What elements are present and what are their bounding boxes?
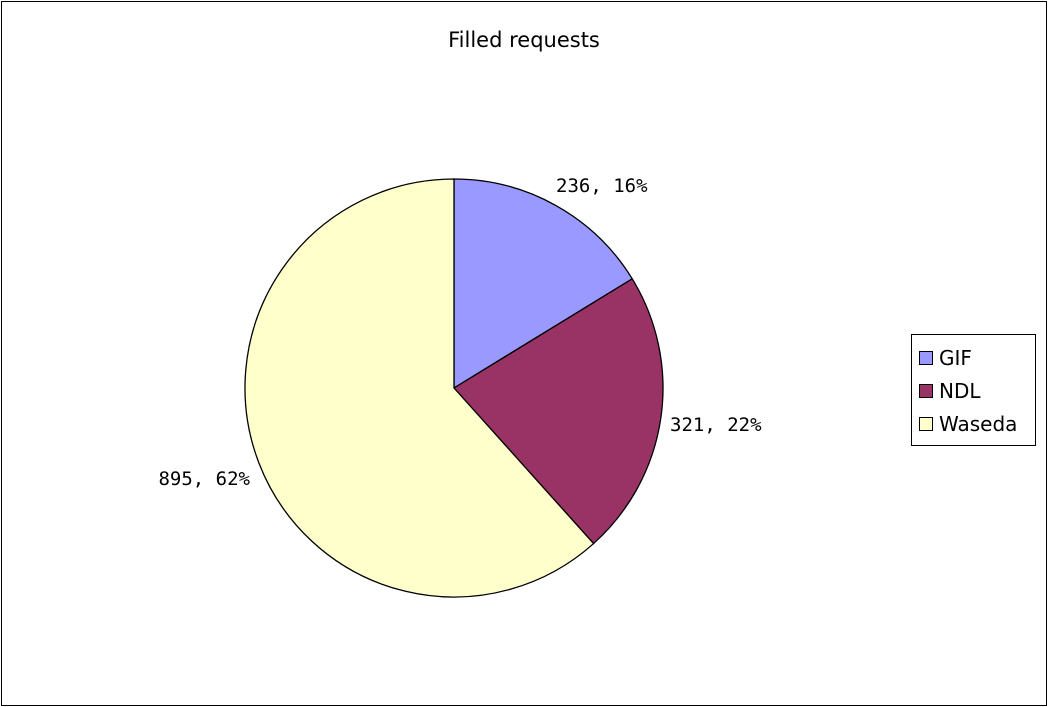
chart-title: Filled requests <box>448 28 600 52</box>
data-label-ndl: 321, 22% <box>670 414 762 436</box>
legend-swatch-waseda <box>919 416 933 431</box>
legend-item-waseda: Waseda <box>912 407 1035 440</box>
legend-label-gif: GIF <box>939 345 972 370</box>
pie-slice-gif <box>453 178 634 390</box>
legend: GIF NDL Waseda <box>911 334 1036 446</box>
legend-swatch-gif <box>919 350 933 365</box>
pie-slice-ndl <box>452 277 664 545</box>
data-label-waseda: 895, 62% <box>158 468 250 490</box>
legend-swatch-ndl <box>919 383 933 398</box>
data-label-gif: 236, 16% <box>556 175 648 197</box>
legend-label-waseda: Waseda <box>939 411 1018 436</box>
legend-item-gif: GIF <box>912 341 1035 374</box>
legend-item-ndl: NDL <box>912 374 1035 407</box>
legend-label-ndl: NDL <box>939 378 981 403</box>
pie-slice-waseda <box>244 178 595 598</box>
